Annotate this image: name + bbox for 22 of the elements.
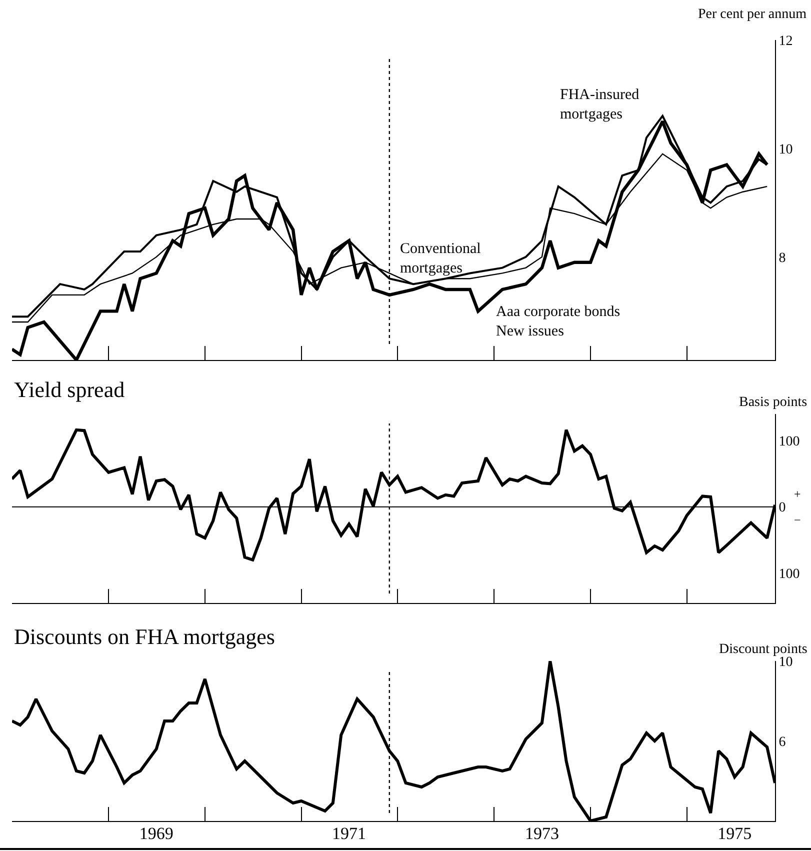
series-label: FHA-insured mortgages — [560, 87, 640, 122]
y-tick-label: 12 — [778, 34, 793, 49]
y-tick-label: 8 — [778, 250, 786, 266]
series-label: Aaa corporate bonds New issues — [496, 304, 620, 340]
y-tick-label: 10 — [778, 654, 793, 670]
y-axis-title: Basis points — [739, 395, 808, 410]
y-tick-label: 100 — [778, 567, 800, 582]
y-axis-title: Discount points — [719, 642, 808, 657]
x-tick-label: 1973 — [524, 824, 559, 843]
chart-title: Yield spread — [14, 377, 125, 402]
text: + — [794, 487, 801, 501]
series-label: Conventional mortgages — [400, 241, 481, 276]
y-axis-title: Per cent per annum — [698, 7, 807, 22]
text: − — [794, 513, 801, 527]
x-tick-label: 1971 — [332, 824, 366, 843]
chart-title: Discounts on FHA mortgages — [14, 624, 275, 649]
y-tick-label: 10 — [778, 142, 793, 158]
y-tick-label: 0 — [778, 500, 786, 516]
y-tick-label: 6 — [778, 734, 786, 750]
x-tick-label: 1975 — [718, 824, 752, 843]
y-tick-label: 100 — [778, 434, 800, 450]
x-tick-label: 1969 — [139, 824, 174, 843]
